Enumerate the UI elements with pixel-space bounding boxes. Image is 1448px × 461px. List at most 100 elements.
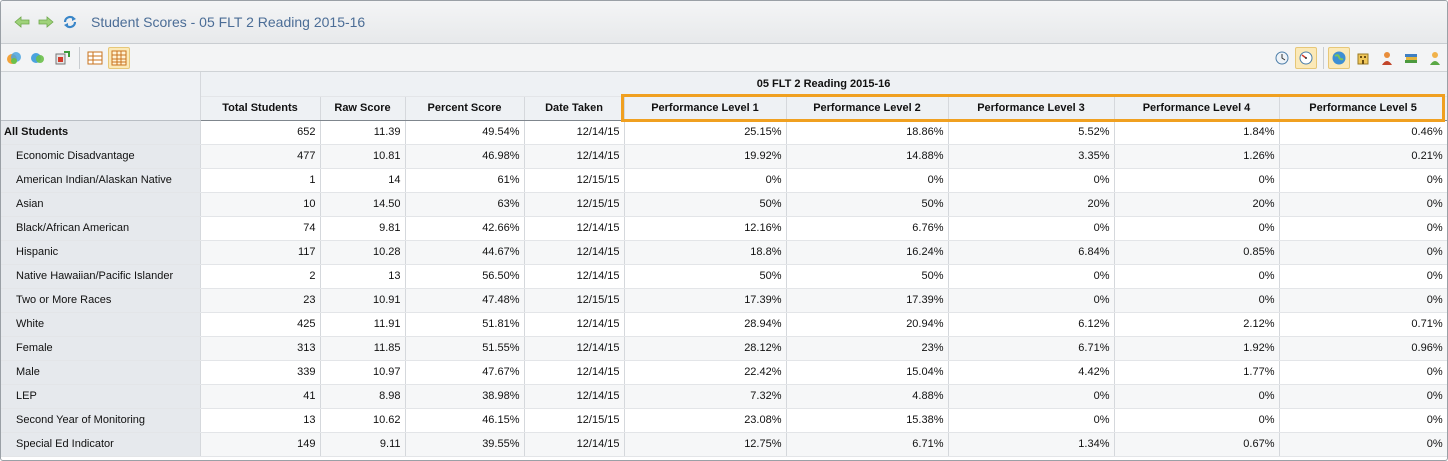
row-label[interactable]: Asian	[1, 192, 201, 217]
chart-people-icon[interactable]	[3, 47, 25, 69]
table-cell: 16.24%	[786, 240, 949, 265]
table-cell: 23%	[786, 335, 949, 361]
table-cell: 28.12%	[624, 335, 787, 361]
row-label[interactable]: Male	[1, 360, 201, 385]
table-row: American Indian/Alaskan Native 1 14 61% 12/1…	[1, 167, 1447, 193]
table-cell: 1.84%	[1114, 120, 1280, 145]
table-cell: 0%	[1279, 240, 1447, 265]
clock-icon[interactable]	[1271, 47, 1293, 69]
globe-icon[interactable]	[1328, 47, 1350, 69]
column-header[interactable]: Performance Level 2	[786, 96, 949, 121]
table-cell: 12/14/15	[524, 143, 625, 169]
table-cell: 3.35%	[948, 143, 1115, 169]
table-cell: 1.77%	[1114, 360, 1280, 385]
timer-icon[interactable]	[1295, 47, 1317, 69]
column-header[interactable]: Performance Level 5	[1279, 96, 1447, 121]
table-cell: 0%	[1279, 192, 1447, 217]
table-cell: 0%	[1279, 408, 1447, 433]
teacher-icon[interactable]	[1376, 47, 1398, 69]
column-header[interactable]: Performance Level 4	[1114, 96, 1280, 121]
table-cell: 0%	[1114, 167, 1280, 193]
table-cell: 12.75%	[624, 431, 787, 457]
row-label[interactable]: Native Hawaiian/Pacific Islander	[1, 264, 201, 289]
row-label[interactable]: White	[1, 312, 201, 337]
table-cell: 12/15/15	[524, 167, 625, 193]
table-cell: 6.84%	[948, 240, 1115, 265]
row-label[interactable]: Special Ed Indicator	[1, 431, 201, 457]
table-cell: 12/14/15	[524, 264, 625, 289]
table-cell: 0%	[1114, 383, 1280, 409]
grid-view-icon[interactable]	[108, 47, 130, 69]
table-cell: 12/14/15	[524, 120, 625, 145]
table-cell: 12/14/15	[524, 360, 625, 385]
table-cell: 0.71%	[1279, 312, 1447, 337]
back-arrow-icon[interactable]	[13, 13, 31, 31]
table-cell: 10.91	[320, 288, 406, 313]
table-cell: 477	[200, 143, 321, 169]
table-cell: 23	[200, 288, 321, 313]
table-row: Special Ed Indicator 149 9.11 39.55% 12/14/1…	[1, 431, 1447, 457]
corner-cell	[1, 72, 201, 121]
table-cell: 10.81	[320, 143, 406, 169]
table-cell: 117	[200, 240, 321, 265]
table-cell: 20%	[1114, 192, 1280, 217]
table-cell: 12/15/15	[524, 408, 625, 433]
table-cell: 6.12%	[948, 312, 1115, 337]
table-cell: 12/15/15	[524, 192, 625, 217]
column-header[interactable]: Total Students	[200, 96, 321, 121]
compare-groups-icon[interactable]	[27, 47, 49, 69]
toolbar	[1, 44, 1447, 72]
assessment-group-header: 05 FLT 2 Reading 2015-16	[200, 72, 1447, 97]
forward-arrow-icon[interactable]	[37, 13, 55, 31]
books-icon[interactable]	[1400, 47, 1422, 69]
school-building-icon[interactable]	[1352, 47, 1374, 69]
row-label[interactable]: Two or More Races	[1, 288, 201, 313]
table-cell: 14	[320, 167, 406, 193]
column-header[interactable]: Raw Score	[320, 96, 406, 121]
table-cell: 313	[200, 335, 321, 361]
table-cell: 42.66%	[405, 216, 525, 241]
table-cell: 23.08%	[624, 408, 787, 433]
table-cell: 14.88%	[786, 143, 949, 169]
row-label[interactable]: Black/African American	[1, 216, 201, 241]
table-cell: 46.98%	[405, 143, 525, 169]
table-cell: 12/14/15	[524, 312, 625, 337]
row-label[interactable]: Second Year of Monitoring	[1, 408, 201, 433]
table-cell: 0%	[948, 408, 1115, 433]
table-cell: 63%	[405, 192, 525, 217]
table-view-icon[interactable]	[84, 47, 106, 69]
table-cell: 49.54%	[405, 120, 525, 145]
table-cell: 12/14/15	[524, 383, 625, 409]
table-cell: 50%	[786, 264, 949, 289]
row-label[interactable]: American Indian/Alaskan Native	[1, 167, 201, 193]
row-label[interactable]: All Students	[1, 120, 201, 145]
table-cell: 51.55%	[405, 335, 525, 361]
row-label[interactable]: LEP	[1, 383, 201, 409]
column-header[interactable]: Performance Level 1	[624, 96, 787, 121]
table-cell: 74	[200, 216, 321, 241]
student-icon[interactable]	[1424, 47, 1446, 69]
refresh-icon[interactable]	[61, 13, 79, 31]
table-cell: 10.62	[320, 408, 406, 433]
table-cell: 15.04%	[786, 360, 949, 385]
table-cell: 12.16%	[624, 216, 787, 241]
table-cell: 17.39%	[624, 288, 787, 313]
row-label[interactable]: Hispanic	[1, 240, 201, 265]
row-label[interactable]: Female	[1, 335, 201, 361]
table-cell: 9.81	[320, 216, 406, 241]
row-label[interactable]: Economic Disadvantage	[1, 143, 201, 169]
export-icon[interactable]	[51, 47, 73, 69]
table-cell: 50%	[624, 264, 787, 289]
column-header[interactable]: Date Taken	[524, 96, 625, 121]
table-row: White 425 11.91 51.81% 12/14/15 28.94% 20.94% 6…	[1, 312, 1447, 337]
column-header[interactable]: Performance Level 3	[948, 96, 1115, 121]
column-header[interactable]: Percent Score	[405, 96, 525, 121]
table-row: All Students 652 11.39 49.54% 12/14/15 25.15%…	[1, 120, 1447, 145]
table-cell: 44.67%	[405, 240, 525, 265]
table-cell: 339	[200, 360, 321, 385]
table-cell: 0.96%	[1279, 335, 1447, 361]
table-cell: 1.26%	[1114, 143, 1280, 169]
table-cell: 38.98%	[405, 383, 525, 409]
table-cell: 12/14/15	[524, 335, 625, 361]
